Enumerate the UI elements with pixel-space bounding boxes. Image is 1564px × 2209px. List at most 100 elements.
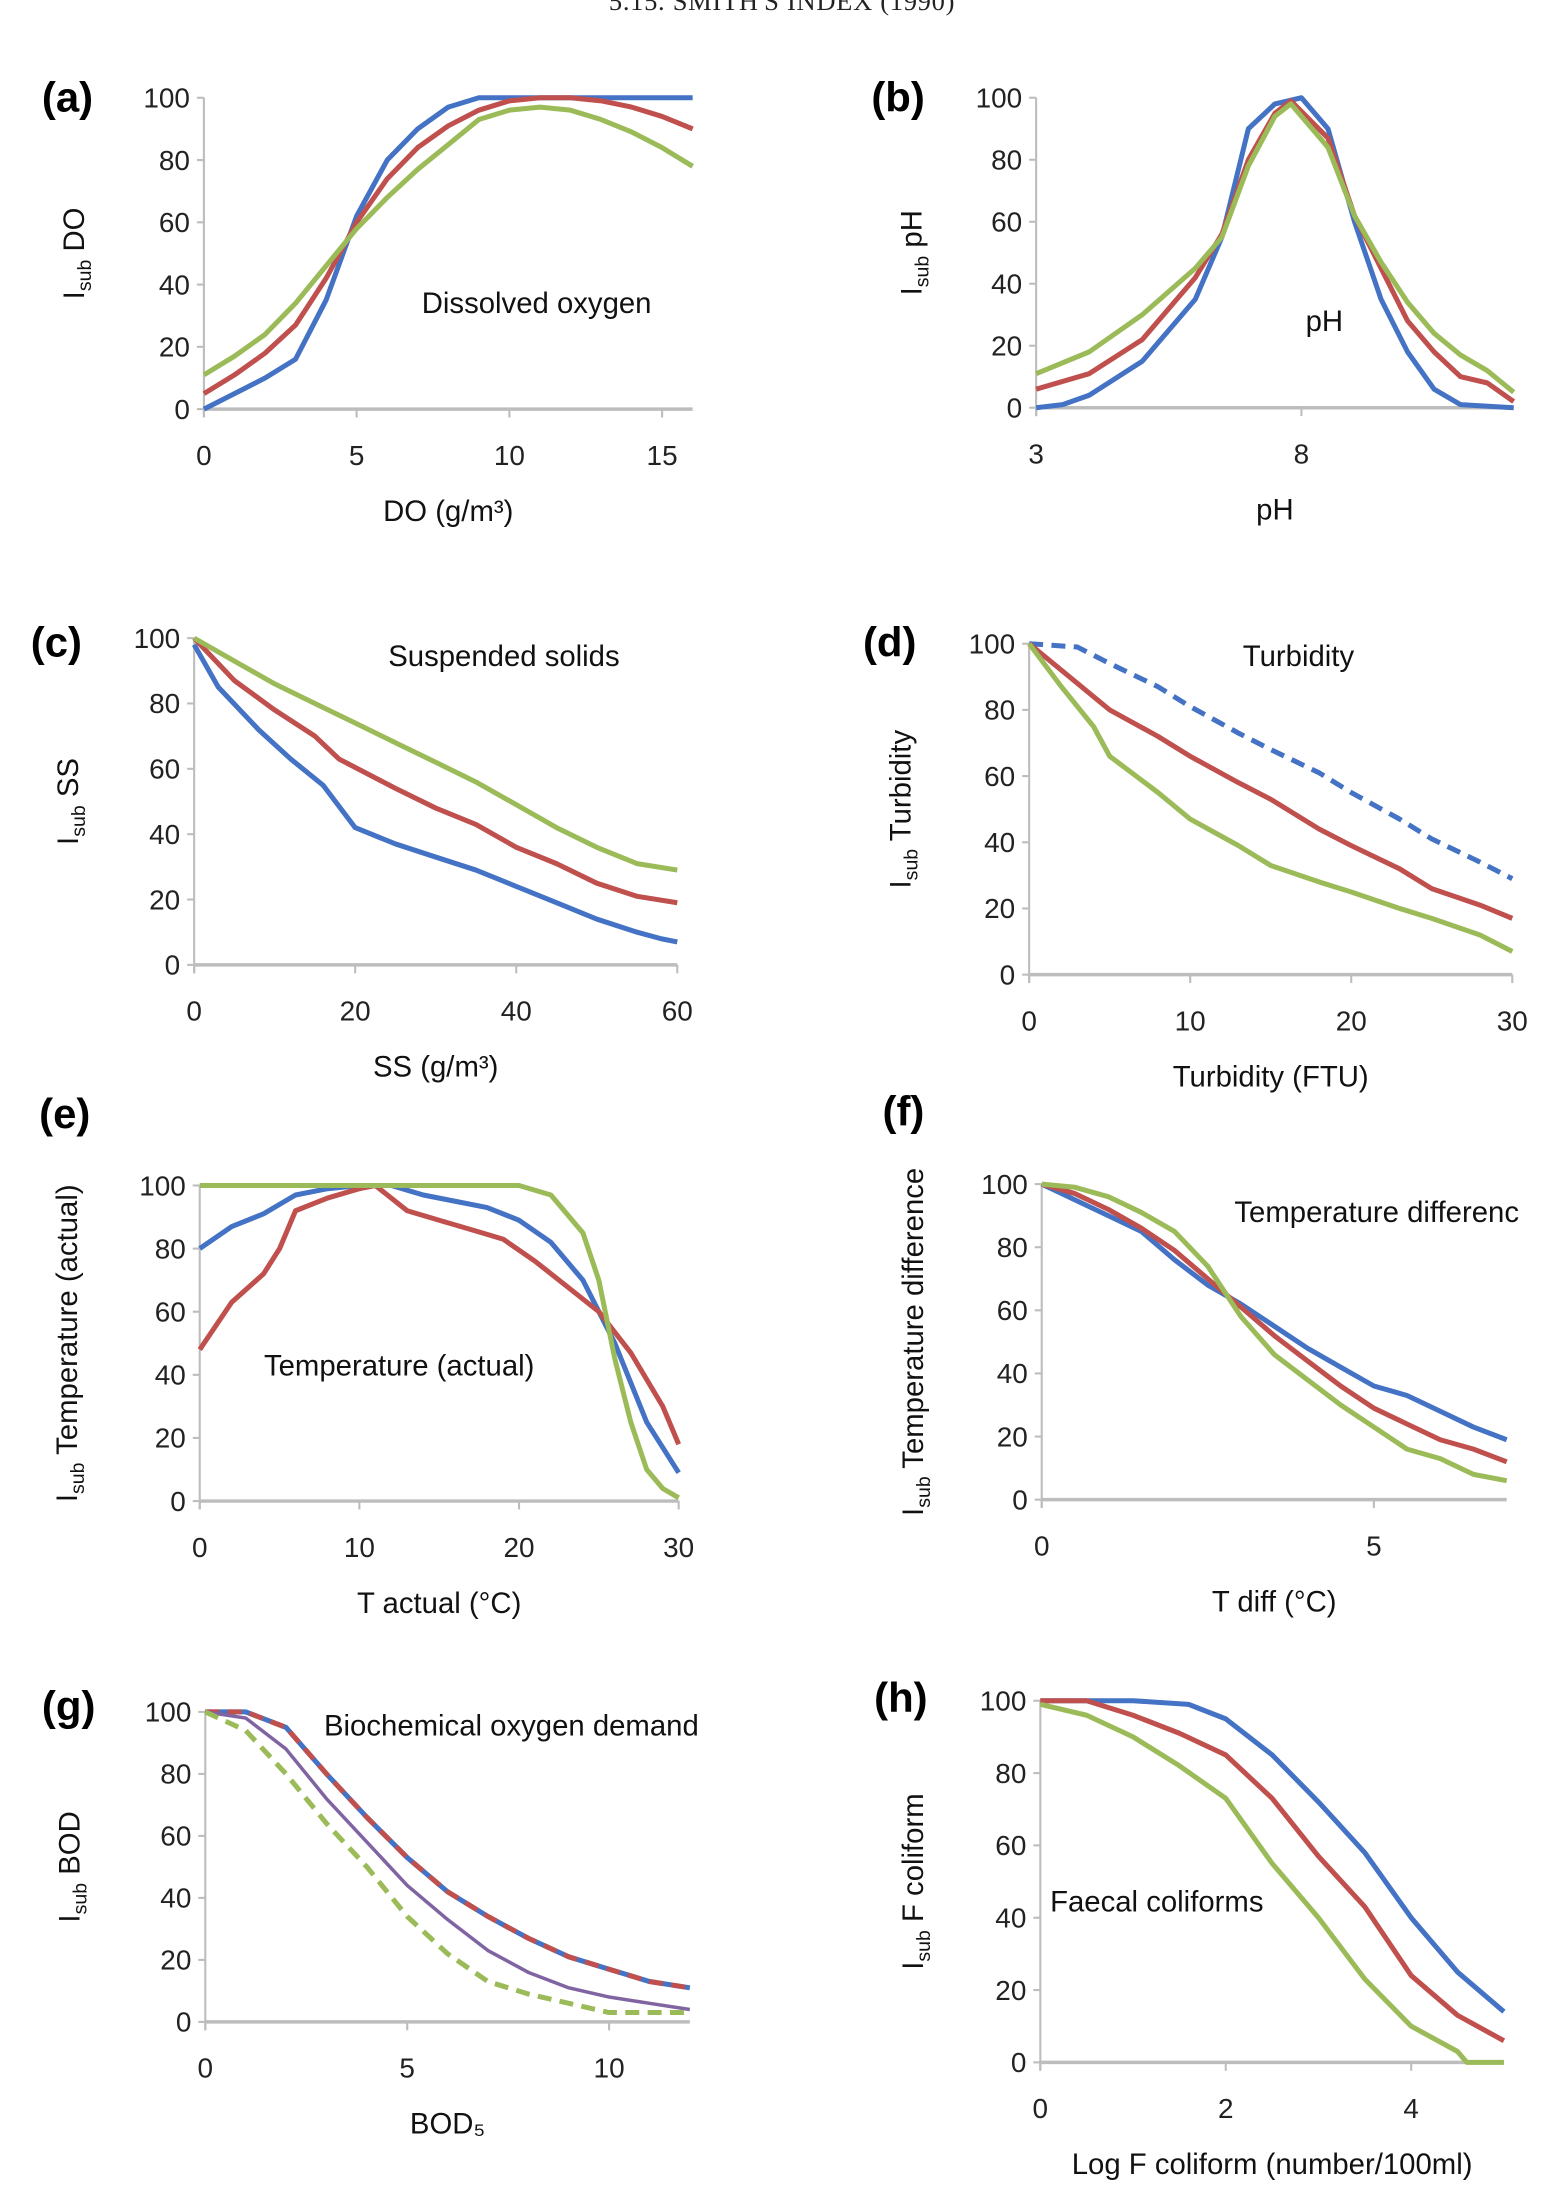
x-tick-label: 5 <box>399 2053 415 2084</box>
x-tick-label: 0 <box>1033 2093 1049 2124</box>
series-line-red <box>192 636 678 906</box>
y-axis-title-text: Temperature (actual) <box>51 1184 84 1462</box>
x-tick-label: 20 <box>1336 1005 1367 1036</box>
x-tick-label: 30 <box>663 1532 694 1563</box>
y-axis-title-text: Turbidity <box>884 730 917 849</box>
y-tick-label: 40 <box>149 819 180 850</box>
y-tick-label: 20 <box>155 1423 186 1454</box>
x-tick-label: 20 <box>340 996 371 1027</box>
y-tick-label: 100 <box>976 83 1023 114</box>
x-tick-label: 10 <box>344 1532 375 1563</box>
y-tick-label: 100 <box>969 628 1016 659</box>
series-line-blue <box>1040 1698 1506 2014</box>
series-line-red <box>202 95 694 396</box>
y-tick-label: 0 <box>1000 959 1016 990</box>
y-tick-label: 60 <box>997 1295 1028 1326</box>
y-tick-label: 20 <box>995 1975 1026 2006</box>
series-line-green <box>1035 101 1516 395</box>
y-axis-title-base: I <box>51 1494 84 1502</box>
series-line-green <box>202 104 694 378</box>
panel-label: (e) <box>39 1090 90 1137</box>
series-line-red <box>1041 1181 1508 1465</box>
y-axis-title: Isub DO <box>58 208 96 300</box>
chart-annotation: Dissolved oxygen <box>422 287 652 320</box>
series-line-blue-dashed <box>1028 641 1514 881</box>
y-tick-label: 40 <box>160 1883 191 1914</box>
x-tick-label: 0 <box>198 2053 214 2084</box>
y-tick-label: 100 <box>139 1170 186 1201</box>
y-axis-title-subscript: sub <box>912 256 934 288</box>
y-tick-label: 60 <box>155 1296 186 1327</box>
y-tick-label: 20 <box>984 893 1015 924</box>
series-line-red <box>1035 98 1516 404</box>
y-tick-label: 40 <box>997 1358 1028 1389</box>
y-axis-title-subscript: sub <box>74 260 96 292</box>
y-tick-label: 40 <box>155 1360 186 1391</box>
y-tick-label: 80 <box>991 145 1022 176</box>
series-line-blue <box>202 95 693 412</box>
y-tick-label: 100 <box>143 83 190 114</box>
series-line-red <box>1040 1698 1506 2043</box>
y-tick-label: 60 <box>149 754 180 785</box>
y-tick-label: 40 <box>995 1902 1026 1933</box>
series-line-green <box>192 635 678 873</box>
y-axis-title-subscript: sub <box>913 1930 935 1962</box>
y-tick-label: 80 <box>984 695 1015 726</box>
x-tick-label: 5 <box>1366 1531 1382 1562</box>
chart-panel-a: 0 20 40 60 80 100 0 5 10 15 (a) Dissolved oxygen DO … <box>42 74 694 528</box>
panel-label: (d) <box>863 618 916 665</box>
chart-annotation: Biochemical oxygen demand <box>324 1710 699 1743</box>
series-line-green-dashed <box>204 1709 690 2016</box>
x-tick-label: 10 <box>594 2053 625 2084</box>
y-axis-title-base: I <box>58 291 91 299</box>
y-tick-label: 0 <box>1007 393 1023 424</box>
y-axis-title-subscript: sub <box>67 1462 89 1494</box>
y-tick-label: 60 <box>159 207 190 238</box>
y-axis-title-base: I <box>896 287 929 295</box>
chart-annotation: Faecal coliforms <box>1050 1886 1263 1919</box>
y-axis-title-base: I <box>54 1914 87 1922</box>
x-tick-label: 8 <box>1294 439 1310 470</box>
panel-label: (f) <box>883 1087 925 1134</box>
series-line-red-dashed <box>205 1709 691 1991</box>
y-tick-label: 60 <box>160 1821 191 1852</box>
y-tick-label: 0 <box>1011 2047 1027 2078</box>
series-line-green <box>199 1182 680 1501</box>
chart-annotation: Turbidity <box>1243 640 1355 673</box>
x-tick-label: 0 <box>192 1532 208 1563</box>
chart-panel-e: 0 20 40 60 80 100 0 10 20 30 (e) Temperature (actua… <box>39 1090 694 1620</box>
y-axis-title: Isub Temperature difference <box>897 1168 935 1516</box>
y-tick-label: 60 <box>991 207 1022 238</box>
y-tick-label: 100 <box>145 1697 192 1728</box>
y-axis-title-subscript: sub <box>900 849 922 881</box>
y-tick-label: 100 <box>980 1686 1027 1717</box>
x-tick-label: 20 <box>504 1532 535 1563</box>
x-tick-label: 0 <box>186 996 202 1027</box>
x-tick-label: 4 <box>1403 2093 1419 2124</box>
y-tick-label: 20 <box>159 332 190 363</box>
y-axis-title-base: I <box>884 880 917 888</box>
x-tick-label: 10 <box>1175 1005 1206 1036</box>
chart-annotation: Suspended solids <box>388 640 619 673</box>
x-tick-label: 60 <box>662 996 693 1027</box>
y-tick-label: 60 <box>995 1830 1026 1861</box>
y-tick-label: 100 <box>134 623 181 654</box>
chart-annotation: Temperature (actual) <box>264 1349 534 1382</box>
y-axis-title-base: I <box>897 1508 930 1516</box>
series-line-green <box>1039 1701 1504 2065</box>
panel-label: (c) <box>31 618 82 665</box>
y-tick-label: 0 <box>174 394 190 425</box>
chart-annotation: pH <box>1306 305 1343 338</box>
x-tick-label: 0 <box>1034 1531 1050 1562</box>
y-axis-title-base: I <box>897 1962 930 1970</box>
y-tick-label: 0 <box>165 950 181 981</box>
x-tick-label: 40 <box>501 996 532 1027</box>
y-tick-label: 80 <box>155 1233 186 1264</box>
chart-panel-c: 0 20 40 60 80 100 0 20 40 60 (c) Suspended solids SS… <box>31 618 693 1083</box>
y-tick-label: 20 <box>991 331 1022 362</box>
y-axis-title-text: BOD <box>54 1811 87 1883</box>
y-axis-title: Isub Turbidity <box>884 730 922 889</box>
y-tick-label: 40 <box>984 827 1015 858</box>
x-axis-title: DO (g/m³) <box>383 495 513 528</box>
